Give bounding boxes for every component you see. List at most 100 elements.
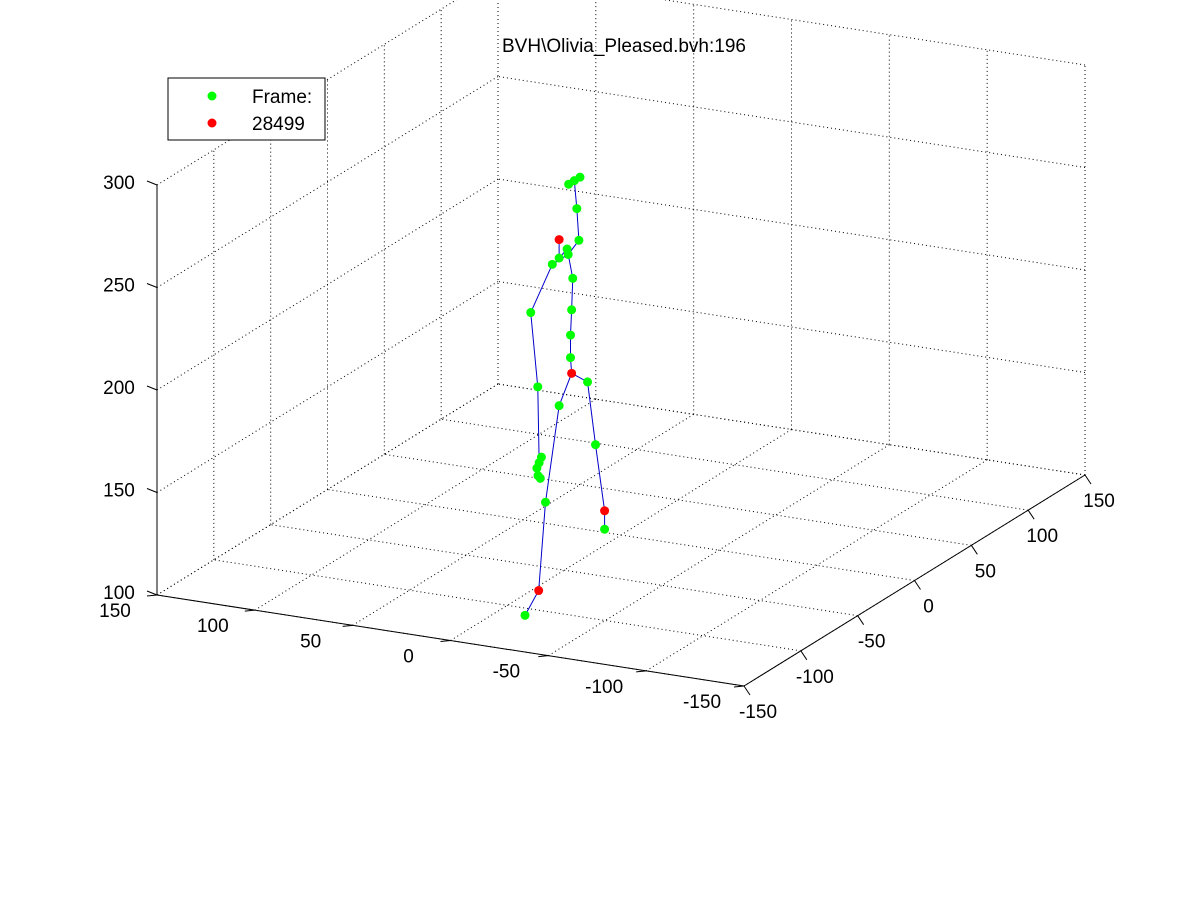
joint-point [540,497,550,507]
joint-point [554,401,564,411]
y-tick-label: 0 [403,647,414,668]
z-tick-label: 200 [103,378,135,399]
y-tick-mark [733,685,745,688]
end-effector-point [600,506,610,516]
joint-point [563,249,573,259]
y-tick-label: 150 [99,601,131,622]
z-tick-label: 250 [103,276,135,297]
skeleton-bone [530,312,539,387]
skeleton-bone [595,444,606,511]
x-tick-mark [857,615,865,625]
end-effector-point [534,586,544,596]
x-tick-label: 50 [975,561,996,582]
y-tick-mark [440,640,451,642]
grid-line-floor-x [441,418,1029,511]
grid-line-floor-y [352,413,694,626]
skeleton-bone [524,590,540,616]
joint-point [567,305,577,315]
grid-line-floor-y [548,444,890,657]
skeleton-bone [571,278,574,310]
joint-point [574,235,584,245]
y-tick-label: -100 [585,677,623,698]
z-tick-mark [146,488,158,493]
y-tick-mark [636,670,647,673]
y-tick-label: -50 [493,662,520,683]
grid-line-floor-y [254,398,597,611]
skeleton-bone [587,381,597,445]
x-tick-label: 100 [1026,526,1058,547]
z-tick-label: 150 [103,481,135,502]
legend-label-number: 28499 [252,114,305,135]
x-tick-mark [1027,509,1035,520]
grid-line-side-z [497,281,1086,373]
y-tick-label: -150 [683,692,721,713]
legend-marker-frame [207,91,217,101]
grid-line-back-z [156,0,457,186]
grid-line-floor-y [450,429,792,641]
x-tick-label: -100 [796,667,834,688]
joint-point [575,172,585,182]
legend[interactable]: Frame: 28499 [167,77,326,141]
end-effector-point [567,368,577,378]
grid-line-back-z [156,383,499,596]
x-tick-mark [914,580,921,590]
y-tick-mark [146,594,158,597]
grid-line-back-z [156,178,499,391]
joint-point [526,308,536,318]
skeleton-bone [530,264,553,313]
grid-lines [156,0,1086,687]
joint-point [520,610,530,620]
joint-point [583,377,593,387]
x-tick-mark [743,685,751,696]
grid-line-back-z [156,76,499,288]
end-effector-point [554,235,564,245]
joint-point [533,382,543,392]
skeleton-bone [573,180,578,209]
joint-point [600,524,610,534]
y-tick-mark [342,624,353,627]
x-tick-label: 0 [923,597,934,618]
legend-box [167,77,326,141]
z-tick-mark [146,385,158,391]
x-tick-mark [970,545,978,555]
skeleton-joints [520,172,610,620]
z-tick-mark [146,180,158,186]
x-tick-mark [800,650,808,661]
joint-point [568,273,578,283]
skeleton-bones [524,180,606,616]
skeleton-bone [538,502,546,591]
axis-lines [146,180,1092,696]
skeleton-bone [576,208,580,241]
joint-point [554,253,564,263]
skeleton-bone [544,405,560,503]
grid-line-floor-x [270,524,858,617]
grid-line-side-z [497,76,1086,168]
grid-line-back-z [156,281,499,493]
joint-point [535,473,545,483]
joint-point [566,330,575,340]
chart-title: BVH\Olivia_Pleased.bvh:196 [502,36,746,57]
skeleton-bone [558,373,573,406]
x-tick-mark [1084,474,1092,485]
joint-point [572,204,582,214]
legend-marker-number [207,118,217,128]
grid-line-floor-y [645,459,988,672]
z-tick-mark [146,283,158,288]
x-tick-label: -150 [739,702,777,723]
z-tick-label: 300 [103,173,135,194]
joint-point [591,440,601,450]
z-tick-label: 100 [103,583,135,604]
joint-point [566,353,575,363]
joint-point [532,463,542,473]
skeleton-bone [537,386,540,463]
joint-point [547,259,557,269]
z-tick-mark [146,590,158,596]
y-tick-label: 100 [197,616,229,637]
y-tick-mark [538,655,549,658]
x-tick-label: 150 [1083,491,1115,512]
y-tick-label: 50 [300,631,321,652]
y-tick-mark [244,609,255,612]
legend-label-frame: Frame: [252,87,312,108]
